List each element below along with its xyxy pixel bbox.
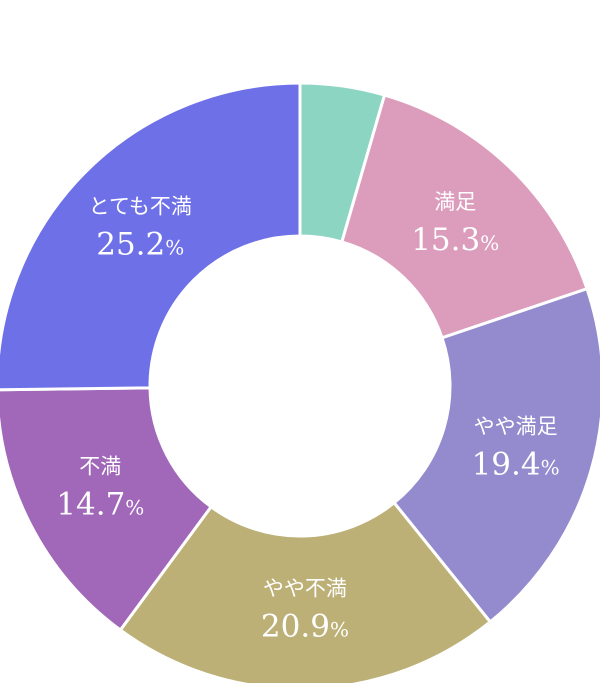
slice-5 — [0, 81, 302, 392]
slice-label-2: やや満足 — [474, 415, 558, 439]
slice-unit-3: % — [330, 617, 349, 641]
slice-label-3: やや不満 — [263, 576, 347, 600]
slice-label-4: 不満 — [79, 455, 121, 479]
slice-unit-4: % — [125, 496, 144, 520]
slice-unit-1: % — [480, 231, 499, 255]
slice-unit-5: % — [165, 235, 184, 259]
slice-unit-2: % — [541, 456, 560, 480]
slice-3 — [118, 500, 493, 683]
slice-label-1: 満足 — [434, 190, 476, 214]
slice-1 — [339, 93, 589, 340]
slice-label-5: とても不満 — [89, 194, 192, 218]
slice-2 — [392, 286, 600, 624]
slice-4 — [0, 386, 214, 633]
